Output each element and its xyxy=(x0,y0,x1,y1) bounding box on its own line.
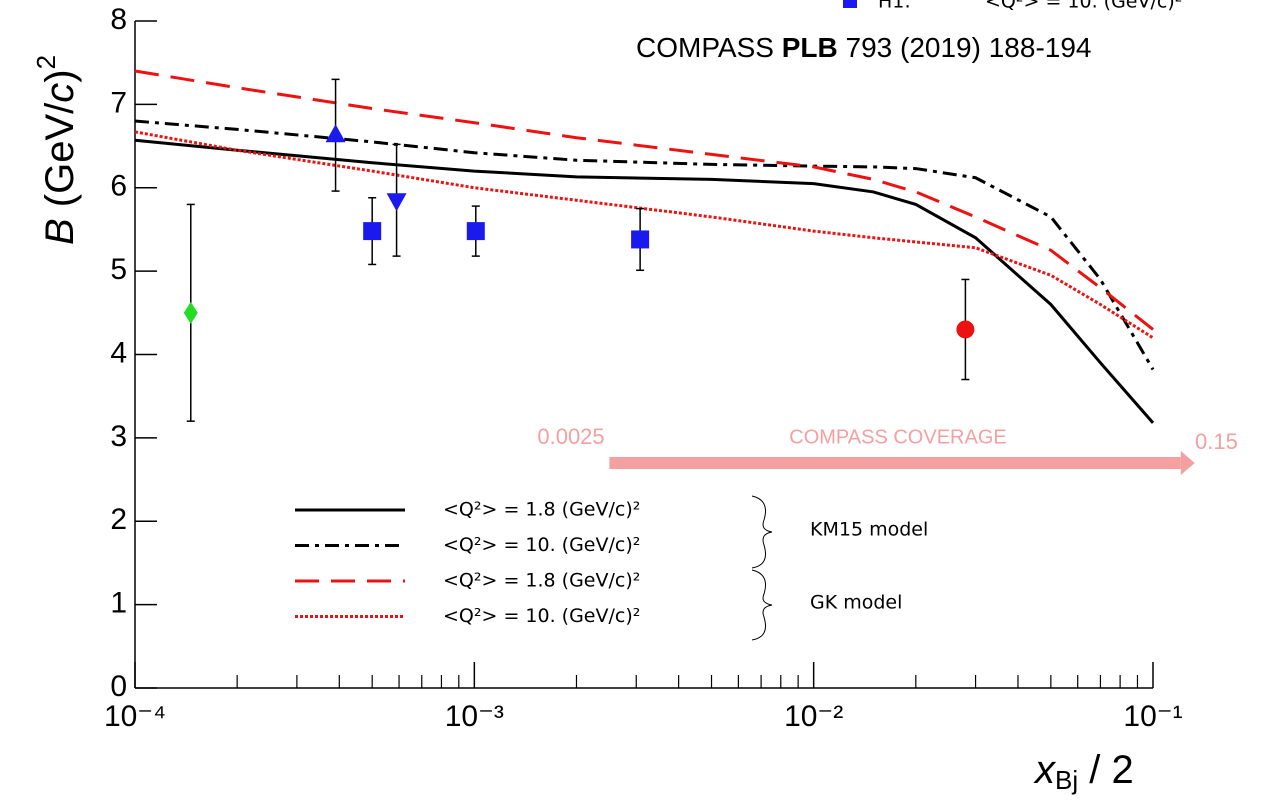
data-point xyxy=(183,301,198,324)
annotation-part: COMPASS xyxy=(636,32,782,63)
y-tick-label: 4 xyxy=(110,336,127,369)
legend-label: <Q²> = 1.8 (GeV/c)² xyxy=(443,499,640,521)
y-axis-label: B (GeV/c)2 xyxy=(31,55,82,245)
y-tick-label: 3 xyxy=(110,420,127,453)
y-tick-label: 8 xyxy=(110,3,127,36)
legend-brace xyxy=(751,569,773,641)
legend-group: KM15 model xyxy=(810,519,928,541)
legend-label: <Q²> = 10. (GeV/c)² xyxy=(443,605,640,627)
y-axis-label-part: (GeV/ xyxy=(38,102,82,218)
legend-label: <Q²> = 1.8 (GeV/c)² xyxy=(443,570,640,592)
data-point xyxy=(466,222,485,241)
legend-marker xyxy=(843,0,857,8)
legend-group: GK model xyxy=(810,592,902,614)
annotation-part: PLB xyxy=(782,32,838,63)
y-axis-label-part: ) xyxy=(38,69,82,82)
coverage-label: COMPASS COVERAGE xyxy=(789,426,1006,448)
x-tick-label: 10⁻³ xyxy=(445,700,504,733)
legend-label: <Q²> = 10. (GeV/c)² xyxy=(443,534,640,556)
coverage-to: 0.15 xyxy=(1195,429,1238,454)
x-axis-label-part: Bj xyxy=(1055,765,1078,795)
y-tick-label: 5 xyxy=(110,253,127,286)
y-tick-label: 1 xyxy=(110,587,127,620)
y-axis-label-part: 2 xyxy=(31,55,61,69)
legend-label: <Q²> = 10. (GeV/c)² xyxy=(985,0,1182,13)
y-tick-label: 6 xyxy=(110,170,127,203)
annotation: COMPASS PLB 793 (2019) 188-194 xyxy=(636,32,1091,63)
legend-brace xyxy=(751,495,773,569)
x-tick-label: 10⁻² xyxy=(784,700,843,733)
coverage-arrow-head xyxy=(1180,451,1195,475)
series-line xyxy=(134,130,1154,340)
data-point xyxy=(956,320,975,339)
x-tick-label: 10⁻¹ xyxy=(1123,700,1182,733)
x-axis-label: xBj / 2 xyxy=(1033,748,1134,795)
y-axis-label-part: c xyxy=(38,83,82,103)
y-tick-label: 7 xyxy=(110,86,127,119)
coverage-from: 0.0025 xyxy=(537,424,604,449)
x-axis-label-part: / 2 xyxy=(1078,748,1134,792)
series-line xyxy=(134,69,1154,331)
y-tick-label: 0 xyxy=(110,670,127,703)
x-tick-label: 10⁻⁴ xyxy=(104,700,166,733)
coverage-arrow-body xyxy=(609,457,1181,469)
annotation-part: 793 (2019) 188-194 xyxy=(838,32,1092,63)
series-line xyxy=(134,138,1155,424)
legend-label: H1: xyxy=(878,0,911,13)
data-point xyxy=(386,193,407,212)
x-axis-label-part: x xyxy=(1033,748,1057,792)
data-point xyxy=(363,222,382,241)
data-point xyxy=(631,230,650,249)
y-tick-label: 2 xyxy=(110,503,127,536)
data-point xyxy=(325,124,346,143)
y-axis-label-part: B xyxy=(38,218,82,245)
